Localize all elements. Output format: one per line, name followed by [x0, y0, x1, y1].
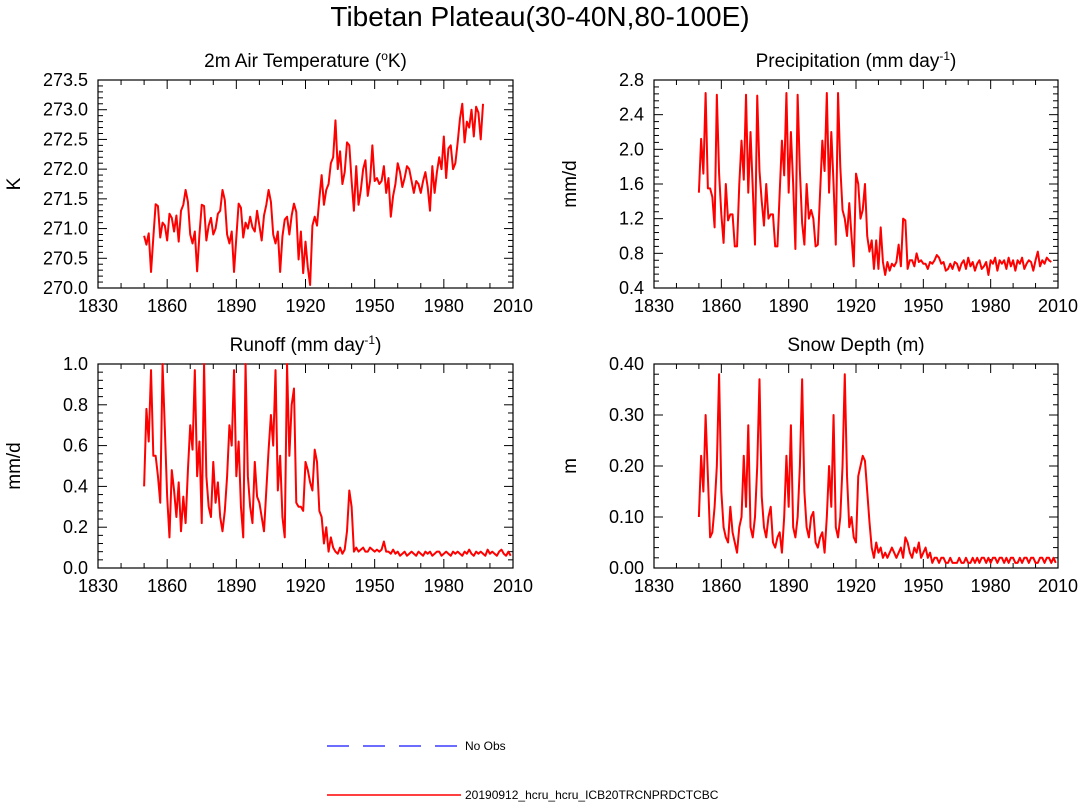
- runoff-title-main: Runoff (mm day: [230, 335, 365, 356]
- temp-series-line: [143, 102, 485, 287]
- runoff-title-sup: -1: [364, 333, 375, 347]
- runoff-series-line: [143, 363, 512, 557]
- runoff-panel: Runoff (mm day-1) 1830 1860 1890 1920 1950 198…: [4, 333, 533, 596]
- temp-xtick-label: 1890: [216, 296, 256, 316]
- snow-xtick-label: 1830: [634, 576, 674, 596]
- temp-ytick-label: 273.0: [43, 100, 88, 120]
- snow-ytick-label: 0.20: [609, 456, 644, 476]
- precip-ytick-label: 2.4: [619, 105, 644, 125]
- precip-ytick-label: 2.8: [619, 70, 644, 90]
- precip-xtick-label: 1890: [769, 296, 809, 316]
- precip-ytick-label: 2.0: [619, 139, 644, 159]
- legend-model-label: 20190912_hcru_hcru_ICB20TRCNPRDCTCBC: [465, 788, 719, 802]
- snow-title-main: Snow Depth (m): [787, 335, 924, 356]
- temp-xtick-label: 1860: [147, 296, 187, 316]
- precip-xtick-label: 2010: [1038, 296, 1078, 316]
- runoff-xtick-label: 1860: [147, 576, 187, 596]
- snow-ytick-label: 0.40: [609, 354, 644, 374]
- precip-ytick-label: 1.2: [619, 209, 644, 229]
- precip-xtick-label: 1860: [701, 296, 741, 316]
- runoff-xtick-label: 1950: [355, 576, 395, 596]
- precip-ytick-label: 0.8: [619, 243, 644, 263]
- temp-title: 2m Air Temperature (oK): [204, 49, 407, 72]
- snow-xtick-label: 1920: [836, 576, 876, 596]
- precip-series-line: [697, 92, 1052, 276]
- runoff-ytick-label: 0.8: [63, 395, 88, 415]
- temp-xtick-label: 1980: [424, 296, 464, 316]
- snow-ytick-label: 0.10: [609, 507, 644, 527]
- legend: No Obs 20190912_hcru_hcru_ICB20TRCNPRDCT…: [327, 739, 719, 802]
- temp-xtick-label: 1950: [355, 296, 395, 316]
- runoff-xtick-label: 1920: [285, 576, 325, 596]
- snow-xtick-label: 1860: [701, 576, 741, 596]
- panels: 2m Air Temperature (oK)1830 1860 1890 1920 1…: [4, 49, 1078, 596]
- temp-ytick-label: 271.0: [43, 219, 88, 239]
- temp-ytick-label: 270.5: [43, 248, 88, 268]
- precip-title-main: Precipitation (mm day: [756, 51, 940, 72]
- snow-panel: Snow Depth (m) 1830 1860 1890 1920 1950 1980 20…: [560, 335, 1078, 596]
- temp-ytick-label: 273.5: [43, 70, 88, 90]
- temp-ytick-label: 272.0: [43, 159, 88, 179]
- precip-panel: Precipitation (mm day-1) 1830 1860 1890 1920…: [560, 49, 1078, 316]
- runoff-title-tail: ): [375, 335, 381, 356]
- snow-title: Snow Depth (m): [787, 335, 924, 356]
- legend-obs-label: No Obs: [465, 739, 506, 753]
- temp-xtick-label: 1830: [78, 296, 118, 316]
- precip-title-tail: ): [950, 51, 956, 72]
- runoff-ylabel: mm/d: [4, 442, 25, 490]
- temp-title-main: 2m Air Temperature (: [204, 51, 382, 72]
- temp-ytick-label: 272.5: [43, 129, 88, 149]
- temp-xtick-label: 1920: [285, 296, 325, 316]
- snow-xtick-label: 1950: [903, 576, 943, 596]
- temp-panel: 2m Air Temperature (oK) 1830 1860 1890 1920 1…: [4, 49, 533, 316]
- precip-title: Precipitation (mm day-1): [756, 49, 957, 72]
- precip-xtick-label: 1830: [634, 296, 674, 316]
- temp-xtick-label: 2010: [493, 296, 533, 316]
- precip-ytick-label: 1.6: [619, 174, 644, 194]
- snow-ytick-label: 0.00: [609, 558, 644, 578]
- snow-xtick-label: 2010: [1038, 576, 1078, 596]
- temp-ytick-label: 271.5: [43, 189, 88, 209]
- temp-ylabel: K: [4, 177, 25, 190]
- temp-plot-frame: [97, 79, 514, 289]
- precip-title-sup: -1: [939, 49, 950, 63]
- snow-series-line: [697, 373, 1057, 564]
- runoff-ytick-label: 0.0: [63, 558, 88, 578]
- precip-xtick-label: 1980: [971, 296, 1011, 316]
- precip-xtick-label: 1950: [903, 296, 943, 316]
- runoff-xtick-label: 1980: [424, 576, 464, 596]
- precip-ytick-label: 0.4: [619, 278, 644, 298]
- snow-ylabel: m: [560, 458, 581, 474]
- temp-title-tail: K): [388, 51, 407, 72]
- runoff-xtick-label: 1890: [216, 576, 256, 596]
- snow-xtick-label: 1980: [971, 576, 1011, 596]
- runoff-ytick-label: 0.2: [63, 517, 88, 537]
- page-title: Tibetan Plateau(30-40N,80-100E): [330, 1, 749, 32]
- precip-xtick-label: 1920: [836, 296, 876, 316]
- temp-title-sup: o: [381, 49, 388, 63]
- runoff-xtick-label: 2010: [493, 576, 533, 596]
- snow-xtick-label: 1890: [769, 576, 809, 596]
- temp-ytick-label: 270.0: [43, 278, 88, 298]
- snow-ytick-label: 0.30: [609, 405, 644, 425]
- runoff-ytick-label: 1.0: [63, 354, 88, 374]
- runoff-ytick-label: 0.4: [63, 476, 88, 496]
- runoff-xtick-label: 1830: [78, 576, 118, 596]
- runoff-title: Runoff (mm day-1): [230, 333, 382, 356]
- runoff-ytick-label: 0.6: [63, 436, 88, 456]
- precip-ylabel: mm/d: [560, 160, 581, 208]
